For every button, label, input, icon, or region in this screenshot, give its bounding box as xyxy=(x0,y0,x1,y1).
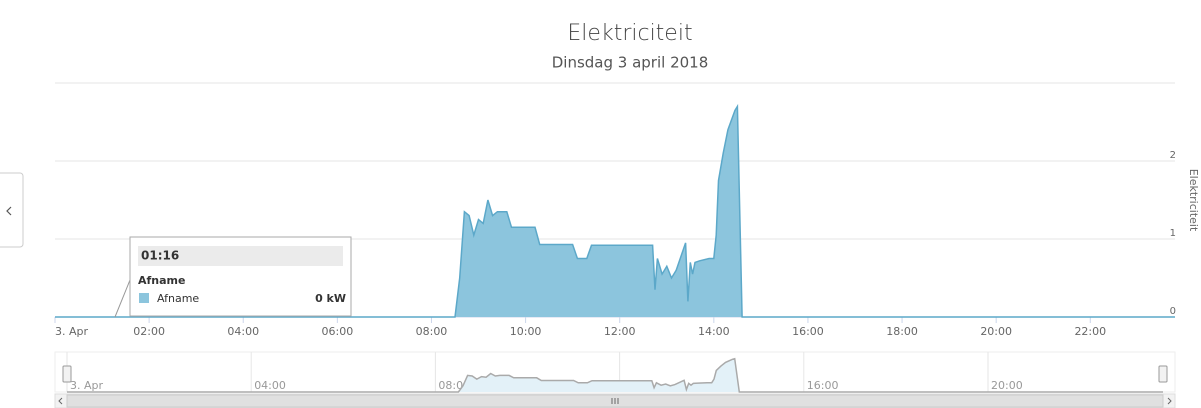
tooltip-group: Afname xyxy=(138,274,185,287)
y-tick-label: 2 xyxy=(1170,150,1176,161)
x-tick-label: 02:00 xyxy=(133,325,165,338)
tooltip-pointer xyxy=(114,279,131,318)
x-tick-label: 20:00 xyxy=(980,325,1012,338)
navigator-handle[interactable] xyxy=(1158,365,1168,383)
x-tick-label: 04:00 xyxy=(227,325,259,338)
tooltip-value: 0 kW xyxy=(315,292,346,305)
x-tick-label: 18:00 xyxy=(886,325,918,338)
x-tick-label: 06:00 xyxy=(322,325,354,338)
area xyxy=(55,106,1175,318)
navigator-handle[interactable] xyxy=(62,365,72,383)
x-tick-label: 16:00 xyxy=(792,325,824,338)
tooltip-time: 01:16 xyxy=(141,249,179,263)
navigator-tick-label: 20:00 xyxy=(991,379,1023,392)
chart-title: Elektriciteit xyxy=(567,21,692,46)
x-tick-label: 22:00 xyxy=(1074,325,1106,338)
line xyxy=(55,103,1175,318)
navigator-tick-label: 3. Apr xyxy=(70,379,103,392)
y-axis-title: Elektriciteit xyxy=(1187,169,1200,232)
tooltip-swatch xyxy=(139,293,149,303)
x-tick-label: 3. Apr xyxy=(55,325,88,338)
x-tick-label: 08:00 xyxy=(416,325,448,338)
y-tick-label: 1 xyxy=(1170,228,1176,239)
prev-button[interactable] xyxy=(0,172,24,248)
scrollbar-icons xyxy=(58,397,1172,405)
chart-subtitle: Dinsdag 3 april 2018 xyxy=(552,54,709,72)
prev-icon xyxy=(6,206,12,216)
tooltip-series: Afname xyxy=(157,292,199,305)
navigator-tick-label: 16:00 xyxy=(807,379,839,392)
x-tick-label: 14:00 xyxy=(698,325,730,338)
tooltip: 01:16 Afname Afname 0 kW xyxy=(114,236,352,318)
y-tick-label: 0 xyxy=(1170,306,1176,317)
tooltip-header xyxy=(138,246,343,266)
navigator-tick-label: 04:00 xyxy=(254,379,286,392)
x-tick-label: 12:00 xyxy=(604,325,636,338)
area xyxy=(67,358,1163,392)
line xyxy=(67,357,1163,393)
x-tick-label: 10:00 xyxy=(510,325,542,338)
